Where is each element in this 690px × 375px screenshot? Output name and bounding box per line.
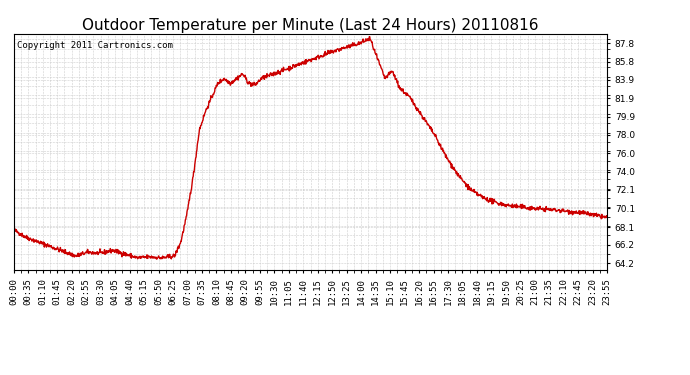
Text: Copyright 2011 Cartronics.com: Copyright 2011 Cartronics.com [17, 41, 172, 50]
Title: Outdoor Temperature per Minute (Last 24 Hours) 20110816: Outdoor Temperature per Minute (Last 24 … [82, 18, 539, 33]
